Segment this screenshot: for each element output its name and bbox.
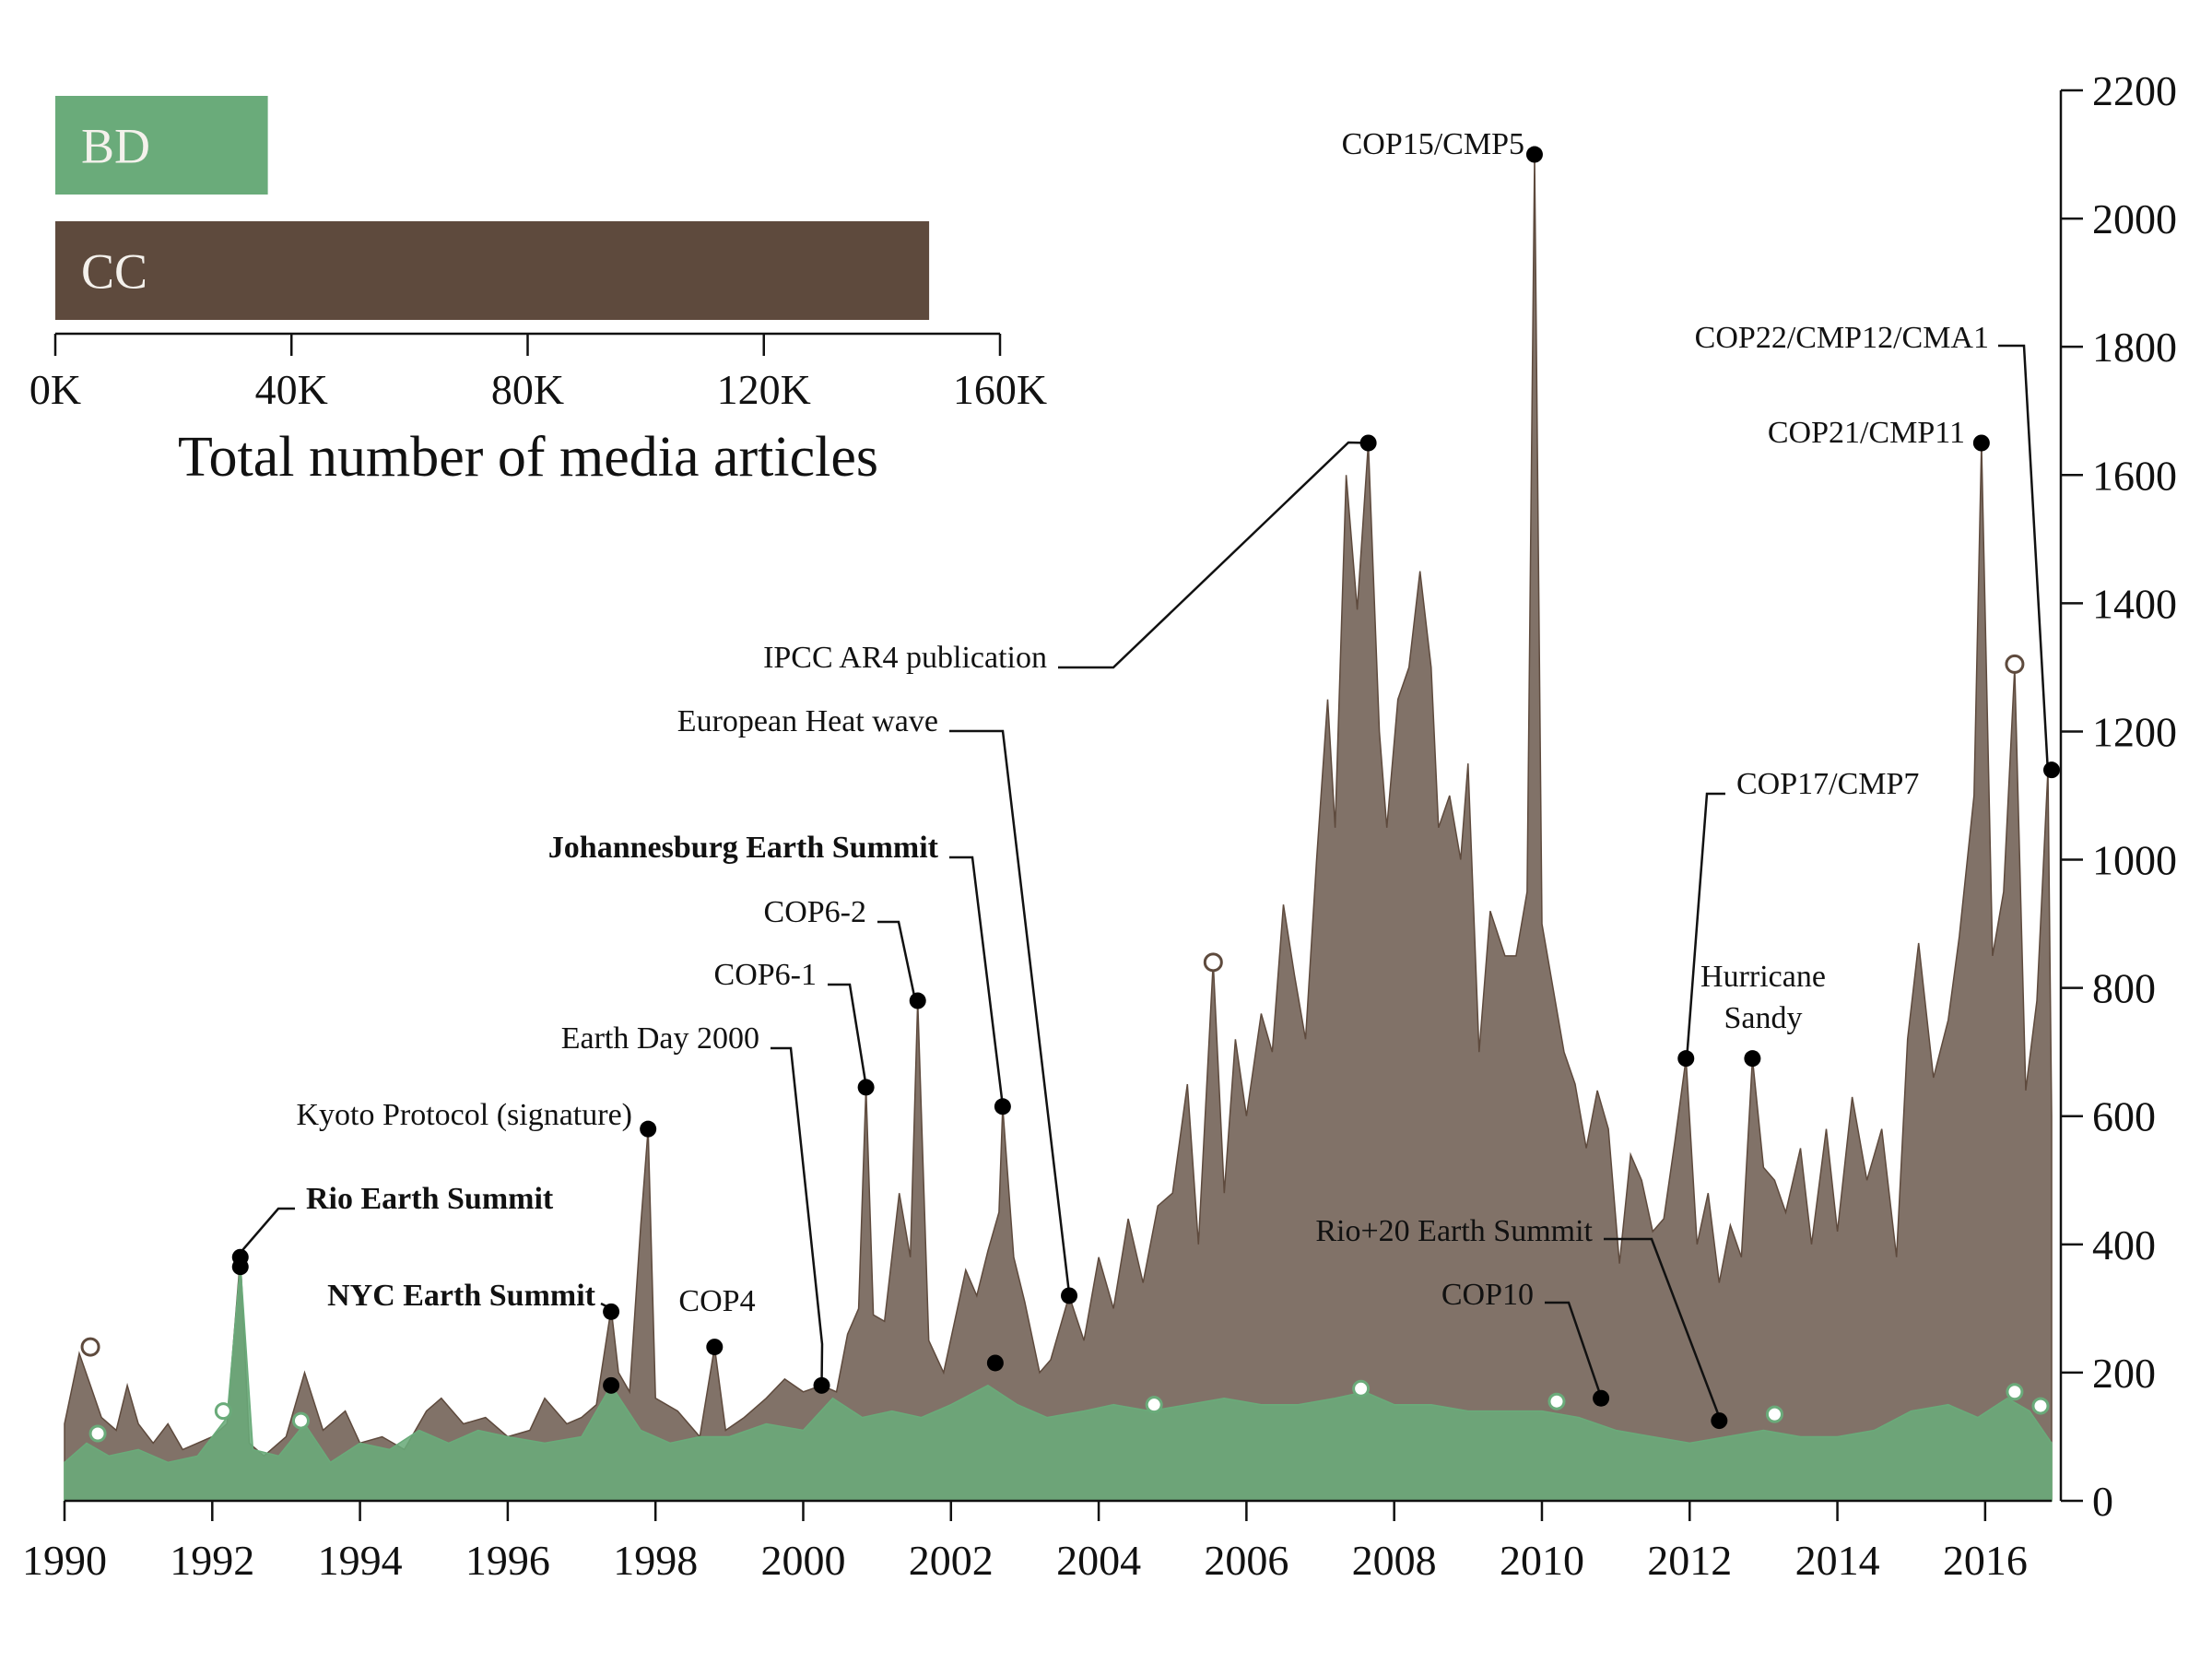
x-tick-label: 2006 — [1204, 1537, 1288, 1584]
event-marker-open — [88, 1424, 107, 1443]
annotation-label: Rio Earth Summit — [306, 1182, 554, 1216]
annotation-label-line2: Sandy — [1724, 1001, 1803, 1035]
bar-x-axis-title: Total number of media articles — [178, 426, 878, 489]
event-marker-open — [291, 1411, 310, 1430]
annotation-marker — [909, 992, 926, 1009]
bar-x-tick-label: 0K — [29, 366, 81, 413]
annotation-marker — [1593, 1389, 1610, 1407]
annotation-marker — [994, 1098, 1011, 1115]
annotation-leader-line — [828, 983, 868, 1089]
event-marker-open — [2006, 1383, 2024, 1401]
annotation-marker — [640, 1120, 657, 1138]
annotation-marker — [1677, 1050, 1695, 1068]
x-tick-label: 1992 — [170, 1537, 254, 1584]
annotation-label: NYC Earth Summit — [327, 1279, 596, 1313]
event-marker-open — [2005, 654, 2025, 674]
y-tick-label: 1400 — [2092, 580, 2177, 627]
y-tick-label: 1200 — [2092, 708, 2177, 755]
annotation-marker — [603, 1303, 620, 1320]
annotation-leader-line — [949, 856, 1005, 1107]
y-tick-label: 1800 — [2092, 324, 2177, 371]
event-marker-open — [1765, 1405, 1783, 1423]
event-marker — [231, 1258, 249, 1276]
annotation-label: Johannesburg Earth Summit — [548, 831, 939, 865]
annotation-label: COP6-1 — [714, 958, 817, 992]
x-tick-label: 1990 — [22, 1537, 107, 1584]
annotation-label: Earth Day 2000 — [561, 1021, 759, 1056]
annotation-leader-line — [877, 920, 918, 1002]
event-marker-open — [1145, 1396, 1163, 1414]
event-marker-open — [80, 1337, 100, 1357]
annotation-leader-line — [1685, 792, 1725, 1061]
x-tick-label: 1996 — [465, 1537, 550, 1584]
bar-x-tick-label: 80K — [491, 366, 564, 413]
y-tick-label: 1000 — [2092, 837, 2177, 884]
annotation-marker — [1061, 1287, 1078, 1304]
event-marker-open — [1203, 952, 1223, 973]
event-marker-open — [1352, 1379, 1371, 1398]
annotation-label: COP10 — [1441, 1278, 1534, 1312]
annotation-leader-line — [239, 1207, 295, 1258]
event-marker — [986, 1354, 1004, 1372]
annotation-leader-line — [771, 1046, 824, 1386]
bar-chart: BD CC 0K 40K 80K 120K 160K Total number of medi… — [29, 96, 1047, 489]
annotation-marker — [1711, 1412, 1728, 1430]
annotation-leader-line — [1058, 441, 1369, 669]
y-tick-label: 2000 — [2092, 195, 2177, 242]
y-tick-label: 400 — [2092, 1221, 2156, 1269]
annotation-label: European Heat wave — [677, 704, 938, 738]
x-tick-label: 2016 — [1943, 1537, 2028, 1584]
annotation-marker — [706, 1339, 724, 1356]
annotation-label: COP22/CMP12/CMA1 — [1695, 321, 1989, 355]
annotation-label: COP15/CMP5 — [1342, 127, 1524, 161]
annotation-label: COP4 — [678, 1284, 755, 1318]
x-tick-label: 2014 — [1795, 1537, 1880, 1584]
annotation-label: Hurricane — [1700, 960, 1826, 994]
bar-cc — [55, 221, 930, 320]
event-marker-open — [214, 1402, 232, 1421]
annotation-marker — [1744, 1050, 1761, 1068]
x-tick-label: 2002 — [909, 1537, 994, 1584]
annotation-label: Kyoto Protocol (signature) — [297, 1098, 633, 1132]
event-marker-open — [2031, 1397, 2050, 1415]
y-tick-label: 800 — [2092, 965, 2156, 1012]
annotation-label: IPCC AR4 publication — [763, 641, 1047, 675]
annotation-marker — [1972, 434, 1990, 452]
x-tick-label: 1994 — [318, 1537, 403, 1584]
bar-label: BD — [81, 119, 150, 174]
area-chart-axes: 1990 1992 1994 1996 1998 2000 2002 2004 2006 2008… — [22, 67, 2177, 1584]
bar-x-tick-label: 160K — [953, 366, 1047, 413]
annotations-layer: COP15/CMP5 COP22/CMP12/CMA1 COP21/CMP11 IPC… — [80, 127, 2060, 1443]
annotation-marker — [2043, 761, 2060, 779]
x-tick-label: 2000 — [760, 1537, 845, 1584]
annotation-marker — [1359, 434, 1377, 452]
annotation-label: COP21/CMP11 — [1768, 416, 1965, 450]
bar-label: CC — [81, 244, 147, 300]
y-tick-label: 1600 — [2092, 452, 2177, 499]
annotation-marker — [813, 1376, 830, 1394]
bar-x-tick-label: 40K — [255, 366, 328, 413]
y-tick-label: 600 — [2092, 1093, 2156, 1140]
event-marker-open — [1547, 1392, 1566, 1410]
annotation-leader-line — [1998, 344, 2053, 775]
event-marker — [603, 1376, 620, 1394]
x-tick-label: 2012 — [1647, 1537, 1732, 1584]
x-tick-label: 2004 — [1056, 1537, 1141, 1584]
x-tick-label: 2010 — [1500, 1537, 1584, 1584]
series-area-cc — [64, 154, 2053, 1502]
x-tick-label: 1998 — [613, 1537, 698, 1584]
annotation-marker — [1525, 146, 1543, 163]
annotation-label: Rio+20 Earth Summit — [1315, 1214, 1593, 1248]
annotation-label: COP6-2 — [764, 895, 866, 929]
annotation-label: COP17/CMP7 — [1736, 767, 1919, 801]
bar-x-tick-label: 120K — [717, 366, 811, 413]
x-tick-label: 2008 — [1352, 1537, 1437, 1584]
y-tick-label: 0 — [2092, 1478, 2113, 1525]
y-tick-label: 2200 — [2092, 67, 2177, 114]
y-tick-label: 200 — [2092, 1350, 2156, 1397]
bar-bd — [55, 96, 268, 195]
annotation-marker — [857, 1079, 875, 1096]
